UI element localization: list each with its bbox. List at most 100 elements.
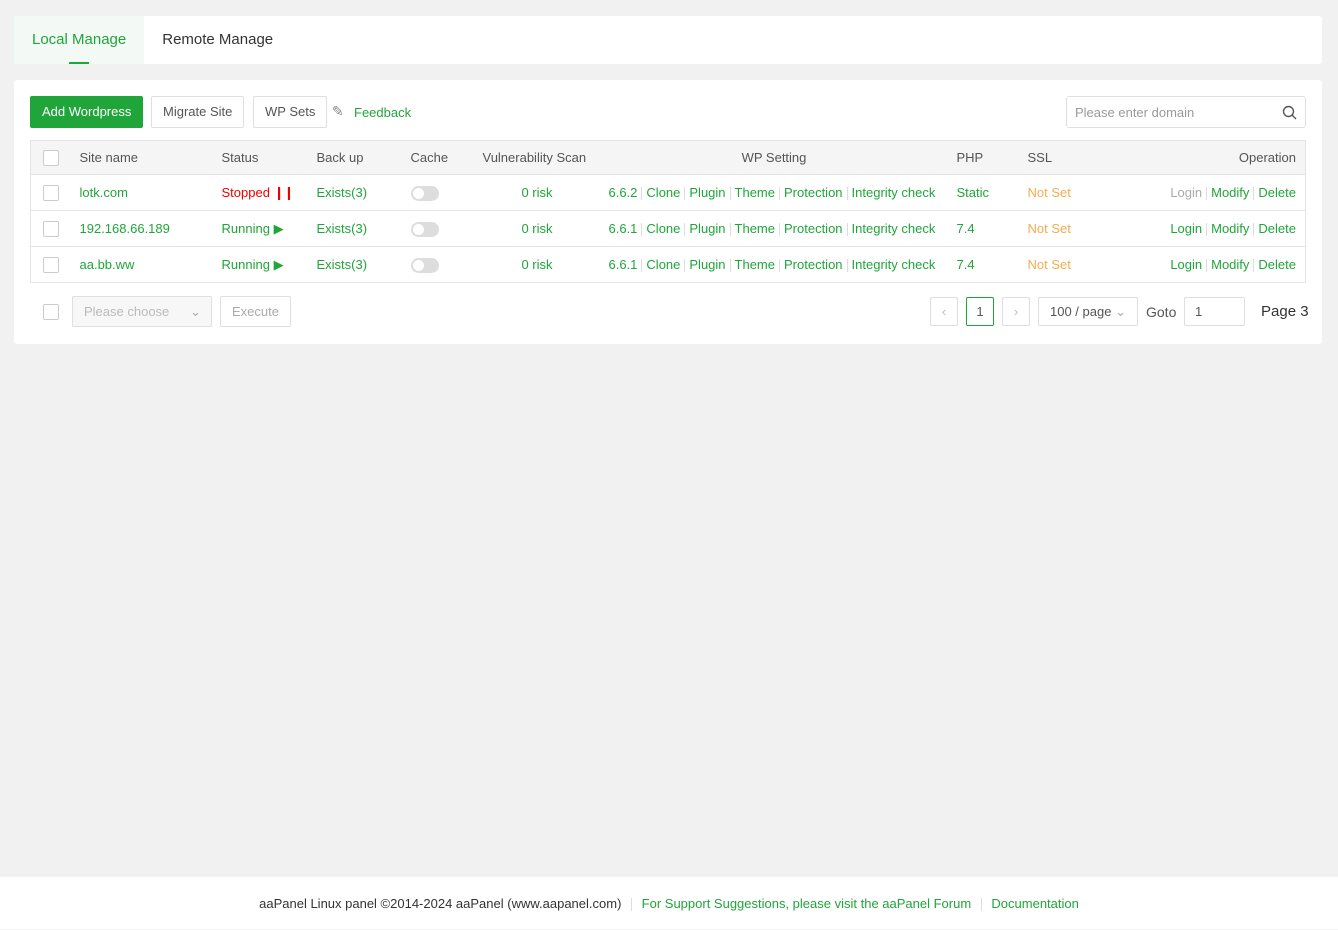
- chevron-down-icon: ⌄: [1115, 304, 1126, 319]
- divider: [641, 187, 643, 201]
- ssl-status[interactable]: Not Set: [1018, 246, 1101, 283]
- cache-toggle[interactable]: [410, 185, 439, 201]
- modify-link[interactable]: Modify: [1211, 256, 1250, 272]
- wp-plugin-link[interactable]: Plugin: [689, 220, 726, 236]
- site-name-link[interactable]: 192.168.66.189: [70, 210, 213, 247]
- wp-sets-button[interactable]: WP Sets: [253, 96, 328, 128]
- divider: [684, 223, 686, 237]
- divider: [1206, 259, 1208, 273]
- execute-button[interactable]: Execute: [220, 296, 291, 327]
- wp-version[interactable]: 6.6.2: [608, 184, 638, 200]
- backup-link[interactable]: Exists(3): [307, 174, 402, 211]
- divider: [684, 187, 686, 201]
- status-text: Running: [221, 256, 270, 272]
- status-toggle[interactable]: Stopped ❙❙: [212, 174, 308, 211]
- wp-theme-link[interactable]: Theme: [734, 256, 775, 272]
- login-link[interactable]: Login: [1170, 220, 1203, 236]
- login-link[interactable]: Login: [1170, 256, 1203, 272]
- tab-remote-manage[interactable]: Remote Manage: [162, 31, 274, 48]
- wp-plugin-link[interactable]: Plugin: [689, 184, 726, 200]
- modify-link[interactable]: Modify: [1211, 220, 1250, 236]
- edit-note-icon: ✎: [332, 103, 344, 119]
- ssl-status[interactable]: Not Set: [1018, 174, 1101, 211]
- batch-select-checkbox[interactable]: [43, 304, 59, 320]
- page-1-button[interactable]: 1: [966, 297, 994, 326]
- php-version[interactable]: 7.4: [947, 210, 1019, 247]
- migrate-site-button[interactable]: Migrate Site: [151, 96, 245, 128]
- delete-link[interactable]: Delete: [1258, 220, 1296, 236]
- domain-search: [1066, 96, 1306, 128]
- select-all-checkbox[interactable]: [43, 149, 59, 166]
- next-page-button[interactable]: ›: [1002, 297, 1030, 326]
- wp-theme-link[interactable]: Theme: [734, 220, 775, 236]
- wp-clone-link[interactable]: Clone: [646, 220, 681, 236]
- cache-toggle[interactable]: [410, 257, 439, 273]
- php-version[interactable]: Static: [947, 174, 1019, 211]
- divider: [641, 223, 643, 237]
- divider: [779, 187, 780, 201]
- login-link[interactable]: Login: [1170, 184, 1203, 200]
- wp-protection-link[interactable]: Protection: [784, 220, 843, 236]
- modify-link[interactable]: Modify: [1211, 184, 1250, 200]
- cache-toggle[interactable]: [410, 221, 439, 237]
- divider: [779, 259, 780, 273]
- header-php: PHP: [947, 140, 1019, 175]
- delete-link[interactable]: Delete: [1258, 184, 1296, 200]
- goto-input[interactable]: 1: [1184, 297, 1245, 326]
- divider: [779, 223, 780, 237]
- row-checkbox[interactable]: [43, 184, 59, 201]
- wp-version[interactable]: 6.6.1: [608, 220, 638, 236]
- play-icon: ▶: [273, 220, 284, 236]
- wp-protection-link[interactable]: Protection: [784, 184, 843, 200]
- divider: [729, 223, 731, 237]
- header-backup: Back up: [307, 140, 402, 175]
- divider: [846, 259, 848, 273]
- add-wordpress-button[interactable]: Add Wordpress: [30, 96, 144, 128]
- status-toggle[interactable]: Running ▶: [212, 246, 308, 283]
- status-toggle[interactable]: Running ▶: [212, 210, 308, 247]
- batch-action-select[interactable]: Please choose ⌄: [72, 296, 212, 327]
- site-name-link[interactable]: lotk.com: [70, 174, 213, 211]
- search-icon[interactable]: [1282, 105, 1297, 120]
- page-info: Page 3: [1261, 303, 1309, 320]
- wp-version[interactable]: 6.6.1: [608, 256, 638, 272]
- row-checkbox[interactable]: [43, 220, 59, 237]
- vuln-scan-link[interactable]: 0 risk: [473, 174, 601, 211]
- wp-clone-link[interactable]: Clone: [646, 256, 681, 272]
- site-name-link[interactable]: aa.bb.ww: [70, 246, 213, 283]
- divider: [1253, 223, 1255, 237]
- footer-copyright: aaPanel Linux panel ©2014-2024 aaPanel (…: [259, 896, 622, 911]
- wp-clone-link[interactable]: Clone: [646, 184, 681, 200]
- divider: [729, 259, 731, 273]
- delete-link[interactable]: Delete: [1258, 256, 1296, 272]
- wp-theme-link[interactable]: Theme: [734, 184, 775, 200]
- forum-link[interactable]: For Support Suggestions, please visit th…: [641, 896, 972, 911]
- status-text: Running: [221, 220, 270, 236]
- vuln-scan-link[interactable]: 0 risk: [473, 210, 601, 247]
- pause-icon: ❙❙: [273, 184, 295, 200]
- wp-integrity-check-link[interactable]: Integrity check: [851, 184, 936, 200]
- feedback-link[interactable]: Feedback: [354, 105, 412, 120]
- wp-protection-link[interactable]: Protection: [784, 256, 843, 272]
- play-icon: ▶: [273, 256, 284, 272]
- wp-plugin-link[interactable]: Plugin: [689, 256, 726, 272]
- documentation-link[interactable]: Documentation: [991, 896, 1079, 911]
- divider: [846, 187, 848, 201]
- ssl-status[interactable]: Not Set: [1018, 210, 1101, 247]
- divider: [1206, 223, 1208, 237]
- divider: [684, 259, 686, 273]
- row-checkbox[interactable]: [43, 256, 59, 273]
- search-input[interactable]: [1067, 97, 1267, 127]
- backup-link[interactable]: Exists(3): [307, 210, 402, 247]
- wp-integrity-check-link[interactable]: Integrity check: [851, 256, 936, 272]
- per-page-select[interactable]: 100 / page ⌄: [1038, 297, 1138, 326]
- prev-page-button[interactable]: ‹: [930, 297, 958, 326]
- php-version[interactable]: 7.4: [947, 246, 1019, 283]
- header-site-name[interactable]: Site name: [70, 140, 213, 175]
- vuln-scan-link[interactable]: 0 risk: [473, 246, 601, 283]
- wp-integrity-check-link[interactable]: Integrity check: [851, 220, 936, 236]
- tab-local-manage[interactable]: Local Manage: [14, 16, 145, 64]
- status-text: Stopped: [221, 184, 270, 200]
- backup-link[interactable]: Exists(3): [307, 246, 402, 283]
- table-row: lotk.com Stopped ❙❙ Exists(3) 0 risk 6.6.2 Cl…: [30, 174, 1306, 211]
